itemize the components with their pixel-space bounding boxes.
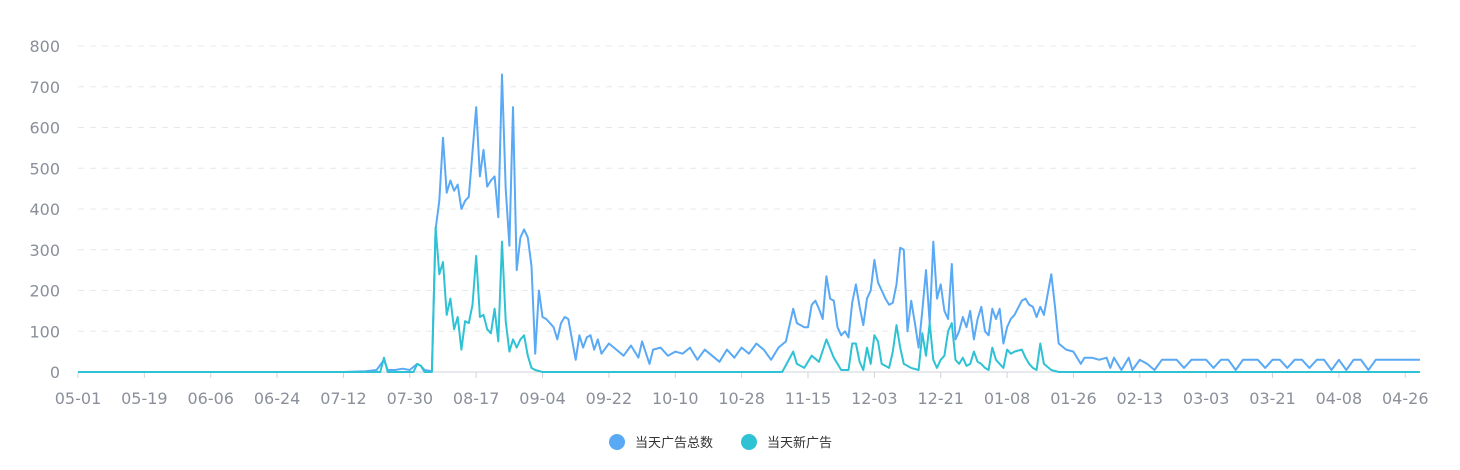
y-tick-label: 100 — [29, 322, 60, 341]
series-line-1[interactable] — [78, 226, 1420, 373]
legend-marker — [609, 434, 625, 450]
legend-item[interactable]: 当天新广告 — [741, 434, 832, 451]
legend-label: 当天新广告 — [767, 435, 832, 451]
y-tick-label: 500 — [29, 159, 60, 178]
x-tick-label: 05-19 — [121, 389, 168, 408]
legend-marker — [741, 434, 757, 450]
y-tick-label: 200 — [29, 282, 60, 301]
x-tick-label: 01-26 — [1050, 389, 1097, 408]
x-tick-label: 10-10 — [652, 389, 699, 408]
x-tick-label: 09-04 — [519, 389, 566, 408]
x-tick-label: 12-03 — [851, 389, 898, 408]
x-tick-label: 04-26 — [1382, 389, 1429, 408]
y-tick-label: 300 — [29, 241, 60, 260]
x-tick-label: 07-30 — [387, 389, 434, 408]
y-tick-label: 0 — [50, 363, 60, 382]
x-tick-label: 06-24 — [254, 389, 301, 408]
y-tick-label: 600 — [29, 119, 60, 138]
series-line-0[interactable] — [78, 73, 1420, 373]
x-tick-label: 03-03 — [1183, 389, 1230, 408]
y-tick-label: 700 — [29, 78, 60, 97]
x-tick-label: 05-01 — [55, 389, 102, 408]
series-lines — [78, 73, 1420, 373]
y-tick-label: 400 — [29, 200, 60, 219]
x-tick-label: 10-28 — [718, 389, 765, 408]
x-tick-label: 12-21 — [917, 389, 964, 408]
x-tick-label: 02-13 — [1117, 389, 1164, 408]
x-tick-label: 04-08 — [1316, 389, 1363, 408]
x-tick-label: 09-22 — [586, 389, 633, 408]
x-tick-label: 03-21 — [1249, 389, 1296, 408]
x-tick-label: 01-08 — [984, 389, 1031, 408]
y-tick-label: 800 — [29, 37, 60, 56]
legend-item[interactable]: 当天广告总数 — [609, 434, 713, 451]
x-tick-label: 11-15 — [785, 389, 832, 408]
legend-label: 当天广告总数 — [635, 436, 713, 451]
x-tick-label: 07-12 — [320, 389, 367, 408]
grid-lines — [78, 45, 1420, 332]
x-tick-label: 08-17 — [453, 389, 500, 408]
legend[interactable]: 当天广告总数 当天新广告 — [609, 434, 832, 451]
x-tick-label: 06-06 — [187, 389, 234, 408]
